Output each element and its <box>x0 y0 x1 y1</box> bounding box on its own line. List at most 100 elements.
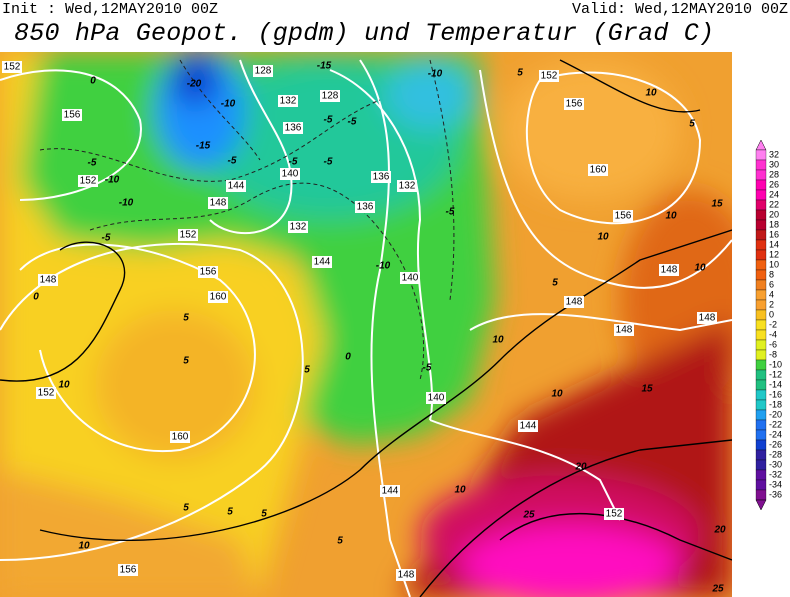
height-label: 140 <box>402 273 419 284</box>
height-label: 136 <box>373 172 390 183</box>
temperature-label: -20 <box>187 79 202 90</box>
height-label: 152 <box>4 62 21 73</box>
height-label-box <box>400 272 420 284</box>
colorbar-label: 10 <box>769 259 779 269</box>
colorbar-label: 6 <box>769 279 774 289</box>
colorbar-label: -20 <box>769 409 782 419</box>
height-label: 152 <box>606 509 623 520</box>
temperature-label: 0 <box>345 352 351 363</box>
height-label: 152 <box>180 230 197 241</box>
height-label: 156 <box>615 211 632 222</box>
temperature-label: 5 <box>552 278 558 289</box>
colorbar-label: -2 <box>769 319 777 329</box>
height-label-box <box>396 569 416 581</box>
colorbar-label: 12 <box>769 249 779 259</box>
height-label: 144 <box>314 257 331 268</box>
height-label-box <box>208 197 228 209</box>
colorbar-swatch <box>755 329 767 341</box>
height-label: 132 <box>290 222 307 233</box>
colorbar-swatch <box>755 319 767 331</box>
height-label: 148 <box>699 313 716 324</box>
height-label: 148 <box>566 297 583 308</box>
height-label-box <box>38 274 58 286</box>
height-label-box <box>697 312 717 324</box>
colorbar-swatch <box>755 189 767 201</box>
height-label-box <box>288 221 308 233</box>
height-label-box <box>426 392 446 404</box>
colorbar-swatch <box>755 169 767 181</box>
temperature-label: 5 <box>183 313 189 324</box>
height-label: 144 <box>382 486 399 497</box>
temperature-label: 5 <box>261 509 267 520</box>
colorbar-swatch <box>755 409 767 421</box>
colorbar-swatch <box>755 239 767 251</box>
temperature-label: 5 <box>517 68 523 79</box>
height-label: 148 <box>661 265 678 276</box>
height-label-box <box>613 210 633 222</box>
temperature-label: -5 <box>324 115 333 126</box>
height-label: 156 <box>64 110 81 121</box>
colorbar-label: -26 <box>769 439 782 449</box>
temperature-label: 15 <box>641 384 653 395</box>
colorbar-label: -24 <box>769 429 782 439</box>
temperature-label: 20 <box>713 525 726 536</box>
height-label-box <box>198 266 218 278</box>
colorbar-swatch <box>755 209 767 221</box>
temperature-label: 10 <box>58 380 70 391</box>
height-label: 140 <box>282 169 299 180</box>
height-label-box <box>208 291 228 303</box>
colorbar-label: -32 <box>769 469 782 479</box>
colorbar-swatch <box>755 339 767 351</box>
colorbar-swatch <box>755 429 767 441</box>
temperature-label: -10 <box>119 198 134 209</box>
height-label: 136 <box>285 123 302 134</box>
height-label: 148 <box>210 198 227 209</box>
height-label: 144 <box>228 181 245 192</box>
colorbar-label: -18 <box>769 399 782 409</box>
colorbar-label: -14 <box>769 379 782 389</box>
colorbar-swatch <box>755 269 767 281</box>
temperature-label: -5 <box>102 233 111 244</box>
colorbar-label: -10 <box>769 359 782 369</box>
colorbar-swatch <box>755 449 767 461</box>
colorbar-swatch <box>755 289 767 301</box>
height-label: 148 <box>398 570 415 581</box>
temperature-label: -5 <box>289 157 298 168</box>
colorbar-label: 32 <box>769 149 779 159</box>
temperature-label: 10 <box>454 485 466 496</box>
temperature-label: -5 <box>324 157 333 168</box>
height-label-box <box>371 171 391 183</box>
height-label-box <box>614 324 634 336</box>
height-label-box <box>518 420 538 432</box>
height-label: 156 <box>566 99 583 110</box>
colorbar-top-arrow <box>755 139 767 151</box>
temperature-label: 5 <box>304 365 310 376</box>
temperature-label: 10 <box>597 232 609 243</box>
height-label: 156 <box>120 565 137 576</box>
height-label: 128 <box>255 66 272 77</box>
colorbar-swatch <box>755 399 767 411</box>
temperature-label: 5 <box>337 536 343 547</box>
colorbar-label: -36 <box>769 489 782 499</box>
colorbar-swatch <box>755 349 767 361</box>
colorbar-label: -22 <box>769 419 782 429</box>
temperature-label: 10 <box>78 541 90 552</box>
colorbar-swatch <box>755 249 767 261</box>
height-label-box <box>564 98 584 110</box>
height-label-box <box>78 175 98 187</box>
temperature-label: -10 <box>428 69 443 80</box>
colorbar-swatch <box>755 159 767 171</box>
height-label-box <box>320 90 340 102</box>
colorbar-label: -4 <box>769 329 777 339</box>
height-label-box <box>312 256 332 268</box>
colorbar-swatch <box>755 359 767 371</box>
colorbar-swatch <box>755 199 767 211</box>
temperature-label: -15 <box>196 141 211 152</box>
temperature-label: 0 <box>90 76 96 87</box>
temperature-label: -5 <box>446 207 455 218</box>
colorbar-swatch <box>755 229 767 241</box>
colorbar-label: -30 <box>769 459 782 469</box>
temperature-label: 25 <box>711 584 724 595</box>
colorbar-label: 2 <box>769 299 774 309</box>
height-label-box <box>355 201 375 213</box>
